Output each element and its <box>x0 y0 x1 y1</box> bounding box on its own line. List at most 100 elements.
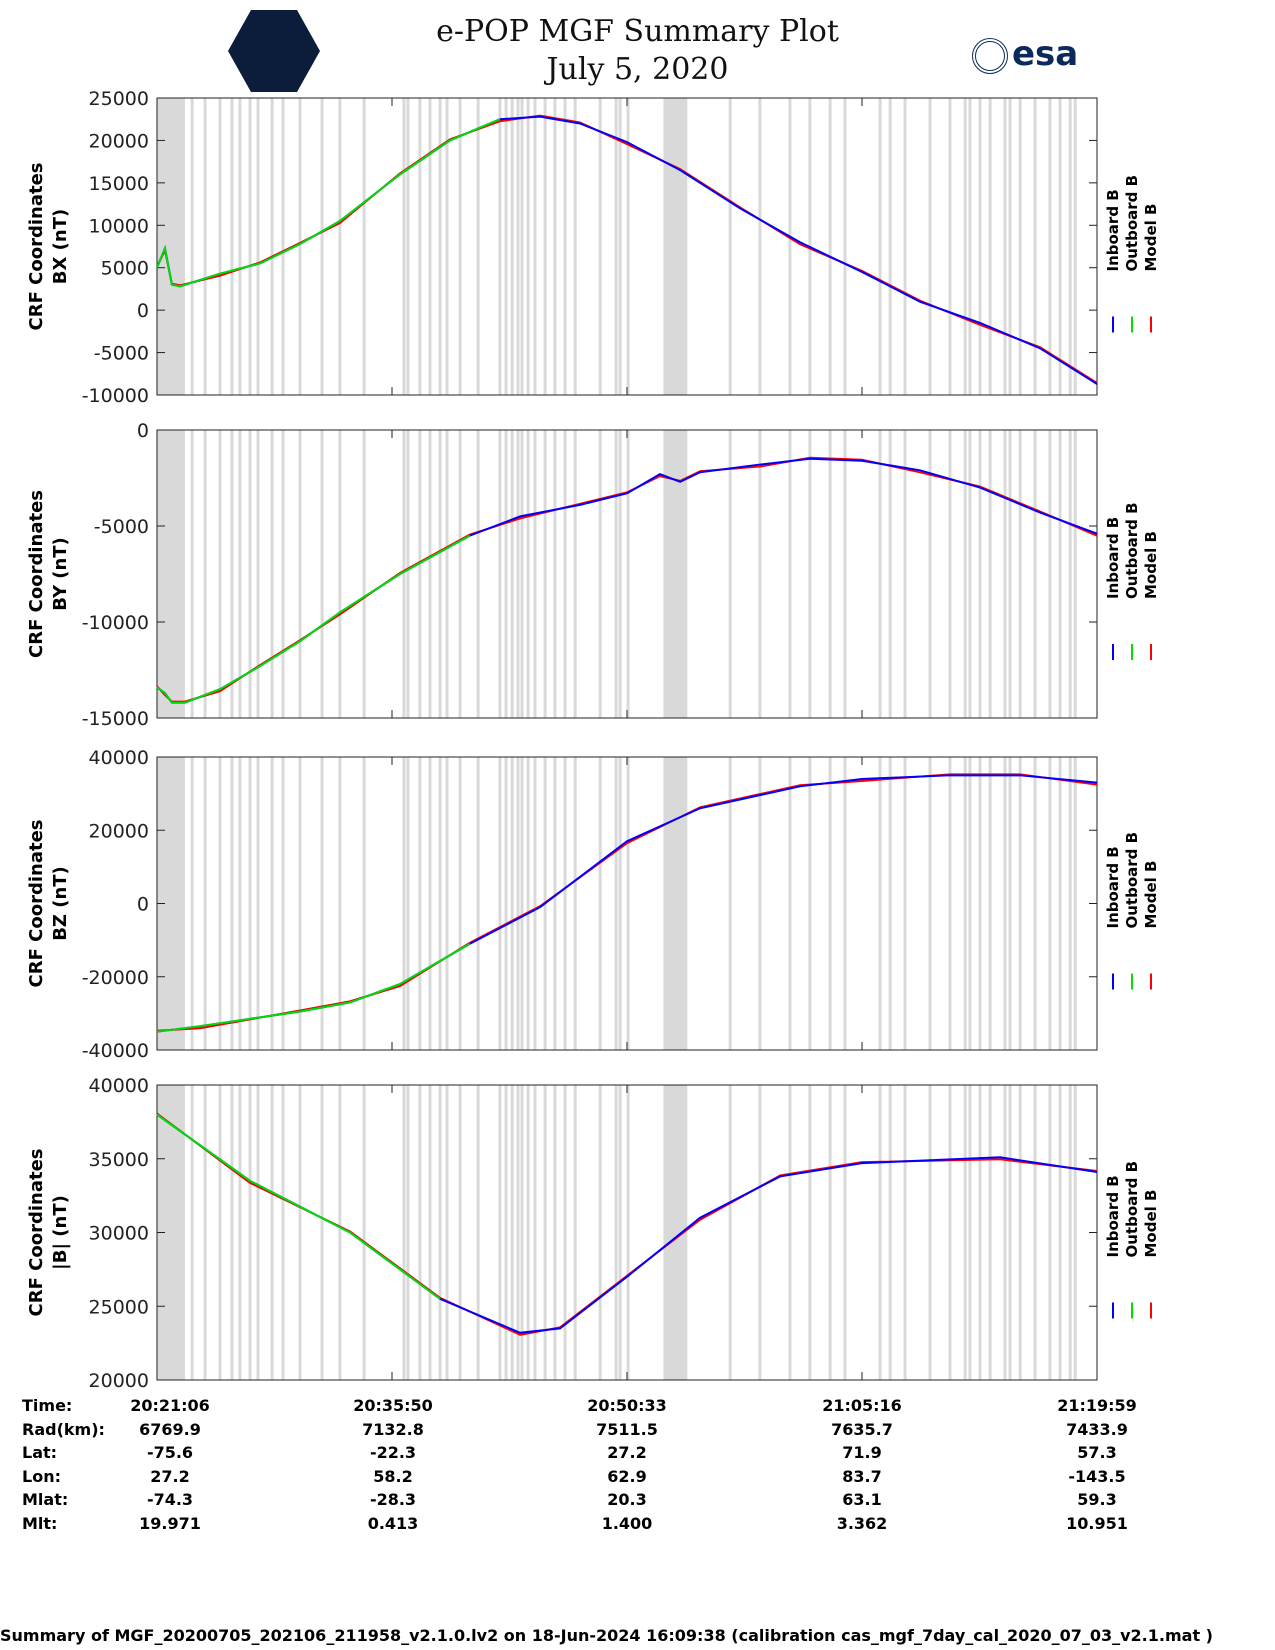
gap-line <box>1008 430 1012 718</box>
gap-line <box>458 98 462 395</box>
gap-line <box>614 430 618 718</box>
gap-line <box>1068 757 1072 1050</box>
gap-line <box>626 98 630 395</box>
gap-line <box>248 430 252 718</box>
gap-line <box>1003 98 1007 395</box>
table-cell: 20:35:50 <box>353 1396 433 1415</box>
gap-line <box>988 98 992 395</box>
gap-line <box>788 98 792 395</box>
gap-line <box>903 98 907 395</box>
gap-line <box>1018 430 1022 718</box>
y-axis-label: CRF Coordinates <box>26 490 47 658</box>
gap-line <box>788 1085 792 1380</box>
table-cell: 20:21:06 <box>130 1396 210 1415</box>
gap-line <box>230 98 234 395</box>
gap-line <box>458 757 462 1050</box>
gap-block <box>157 430 185 718</box>
table-cell: 7511.5 <box>596 1419 658 1439</box>
table-cell: -143.5 <box>1068 1466 1126 1486</box>
gap-line <box>298 98 302 395</box>
table-cell: 7635.7 <box>831 1419 893 1439</box>
gap-line <box>758 1085 762 1380</box>
legend-inboard: Inboard B <box>1104 846 1122 928</box>
y-axis-label: CRF Coordinates <box>26 1149 47 1317</box>
gap-line <box>520 757 524 1050</box>
gap-line <box>948 1085 952 1380</box>
gap-line <box>498 430 502 718</box>
plot-title: e-POP MGF Summary Plot <box>436 14 839 49</box>
gap-line <box>428 1085 432 1380</box>
gap-line <box>563 1085 567 1380</box>
gap-line <box>338 757 342 1050</box>
gap-line <box>270 430 274 718</box>
y-tick-label: -5000 <box>94 516 149 538</box>
gap-block <box>663 430 688 718</box>
gap-line <box>878 1085 882 1380</box>
gap-line <box>230 430 234 718</box>
y-axis-label: BZ (nT) <box>50 866 71 941</box>
y-tick-label: -15000 <box>82 708 149 730</box>
gap-line <box>298 430 302 718</box>
gap-line <box>1048 98 1052 395</box>
gap-line <box>458 430 462 718</box>
gap-line <box>1008 98 1012 395</box>
table-cell: 21:05:16 <box>822 1396 902 1415</box>
gap-line <box>526 1085 530 1380</box>
gap-line <box>543 98 547 395</box>
gap-line <box>843 430 847 718</box>
table-cell: 19.971 <box>139 1513 201 1533</box>
y-tick-label: -40000 <box>82 1040 149 1062</box>
gap-line <box>281 430 285 718</box>
y-tick-label: 25000 <box>89 1296 149 1318</box>
gap-line <box>504 98 508 395</box>
gap-line <box>248 1085 252 1380</box>
gap-line <box>510 98 514 395</box>
y-tick-label: 40000 <box>89 1075 149 1097</box>
table-cell: -74.3 <box>146 1490 194 1509</box>
legend-outboard: Outboard B <box>1123 1161 1141 1258</box>
gap-line <box>948 430 952 718</box>
gap-line <box>788 430 792 718</box>
gap-line <box>338 1085 342 1380</box>
gap-line <box>270 1085 274 1380</box>
gap-line <box>218 1085 222 1380</box>
gap-line <box>445 430 449 718</box>
gap-line <box>230 757 234 1050</box>
legend-inboard: Inboard B <box>1104 189 1122 271</box>
gap-line <box>406 1085 410 1380</box>
gap-line <box>1048 757 1052 1050</box>
gap-line <box>1008 757 1012 1050</box>
gap-line <box>553 1085 557 1380</box>
gap-line <box>230 1085 234 1380</box>
gap-line <box>438 757 442 1050</box>
row-label: Mlt: <box>22 1513 58 1533</box>
gap-line <box>218 98 222 395</box>
gap-line <box>256 757 260 1050</box>
gap-line <box>418 1085 422 1380</box>
gap-line <box>248 98 252 395</box>
gap-line <box>526 430 530 718</box>
y-tick-label: 20000 <box>89 820 149 842</box>
gap-line <box>1058 1085 1062 1380</box>
gap-block <box>157 98 185 395</box>
gap-line <box>553 430 557 718</box>
gap-line <box>968 757 972 1050</box>
gap-line <box>618 757 622 1050</box>
y-tick-label: 25000 <box>89 88 149 110</box>
gap-line <box>504 757 508 1050</box>
gap-line <box>963 757 967 1050</box>
table-cell: -28.3 <box>369 1490 417 1509</box>
gap-line <box>728 430 732 718</box>
gap-line <box>402 430 406 718</box>
gap-line <box>270 757 274 1050</box>
gap-line <box>978 1085 982 1380</box>
legend-model: Model B <box>1142 531 1160 599</box>
gap-line <box>256 430 260 718</box>
gap-line <box>320 757 324 1050</box>
y-tick-label: 35000 <box>89 1149 149 1171</box>
table-cell: 7433.9 <box>1066 1419 1128 1439</box>
gap-line <box>808 757 812 1050</box>
gap-line <box>1068 430 1072 718</box>
y-tick-label: 0 <box>137 300 149 322</box>
y-tick-label: 5000 <box>101 258 149 280</box>
